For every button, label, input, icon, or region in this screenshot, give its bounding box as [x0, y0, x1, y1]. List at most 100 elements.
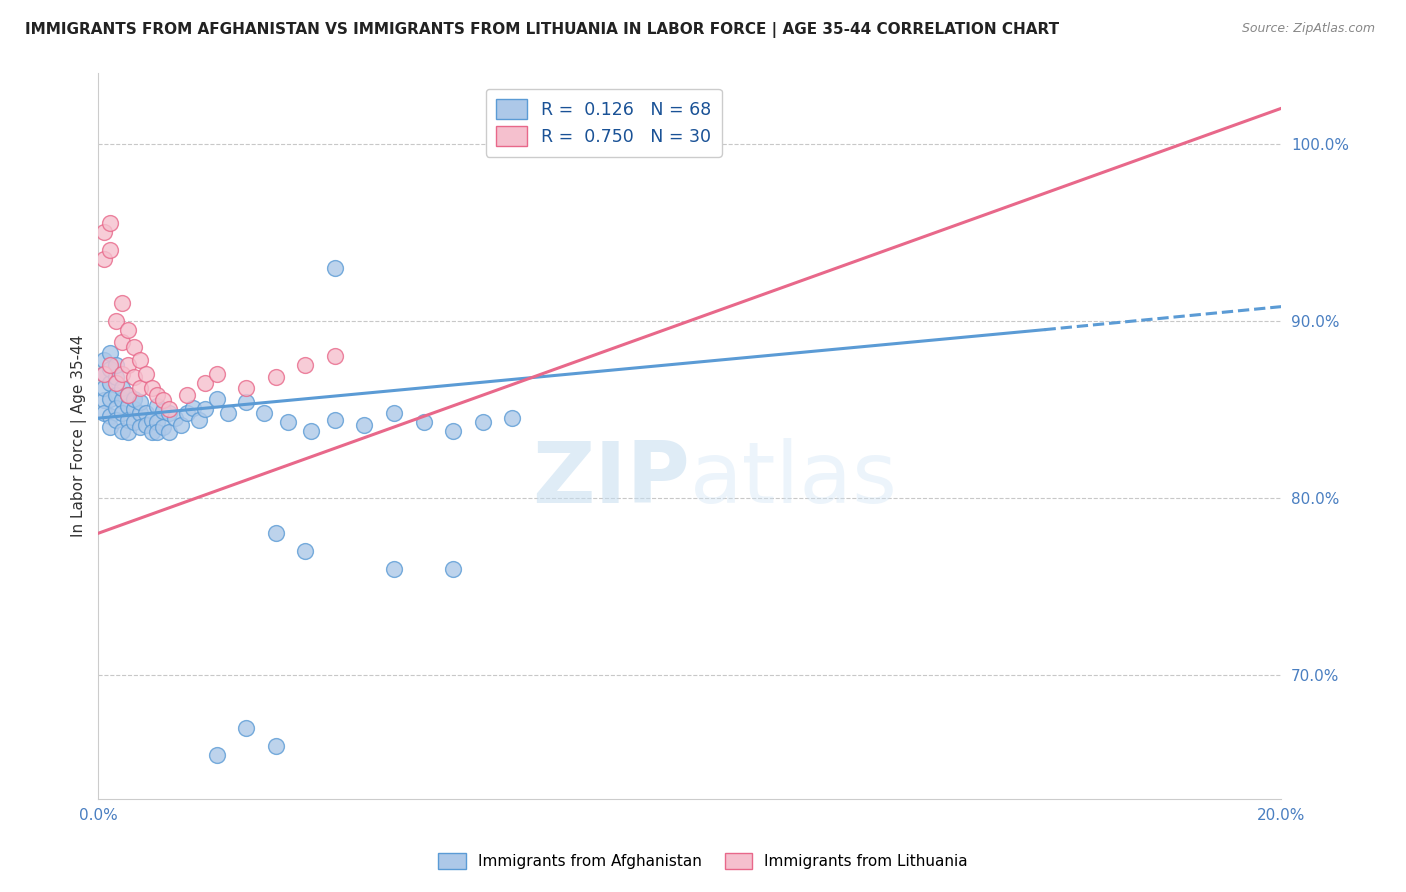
- Point: [105, 401, 128, 415]
- Point: [471, 415, 494, 429]
- Point: [98, 420, 121, 434]
- Point: [382, 561, 405, 575]
- Point: [181, 401, 204, 415]
- Point: [111, 424, 134, 438]
- Point: [146, 425, 169, 440]
- Point: [117, 358, 139, 372]
- Point: [205, 747, 228, 762]
- Point: [128, 420, 150, 434]
- Point: [105, 388, 128, 402]
- Point: [277, 415, 299, 429]
- Point: [122, 370, 145, 384]
- Point: [135, 367, 157, 381]
- Point: [98, 217, 121, 231]
- Text: Source: ZipAtlas.com: Source: ZipAtlas.com: [1241, 22, 1375, 36]
- Point: [152, 393, 174, 408]
- Point: [98, 361, 121, 376]
- Point: [187, 413, 209, 427]
- Point: [111, 296, 134, 310]
- Point: [128, 381, 150, 395]
- Point: [235, 381, 257, 395]
- Point: [412, 415, 434, 429]
- Point: [299, 424, 322, 438]
- Point: [441, 424, 464, 438]
- Point: [122, 340, 145, 354]
- Point: [141, 425, 163, 440]
- Point: [111, 367, 134, 381]
- Point: [128, 406, 150, 420]
- Point: [93, 225, 115, 239]
- Point: [146, 388, 169, 402]
- Point: [382, 406, 405, 420]
- Point: [93, 352, 115, 367]
- Point: [157, 402, 180, 417]
- Point: [157, 425, 180, 440]
- Point: [205, 367, 228, 381]
- Point: [117, 388, 139, 402]
- Point: [98, 392, 121, 406]
- Point: [122, 402, 145, 417]
- Text: atlas: atlas: [690, 438, 897, 521]
- Point: [205, 392, 228, 406]
- Point: [98, 243, 121, 257]
- Point: [217, 406, 239, 420]
- Point: [117, 388, 139, 402]
- Point: [105, 314, 128, 328]
- Point: [111, 406, 134, 420]
- Point: [98, 409, 121, 424]
- Point: [128, 395, 150, 409]
- Point: [235, 721, 257, 735]
- Point: [93, 367, 115, 381]
- Point: [98, 358, 121, 372]
- Point: [111, 393, 134, 408]
- Point: [111, 334, 134, 349]
- Point: [117, 399, 139, 413]
- Point: [93, 381, 115, 395]
- Point: [264, 526, 287, 541]
- Point: [165, 411, 187, 425]
- Point: [93, 252, 115, 266]
- Point: [98, 345, 121, 359]
- Point: [122, 392, 145, 406]
- Point: [105, 358, 128, 372]
- Point: [264, 739, 287, 753]
- Point: [117, 425, 139, 440]
- Point: [135, 406, 157, 420]
- Point: [323, 260, 346, 275]
- Point: [152, 404, 174, 418]
- Point: [294, 544, 316, 558]
- Point: [122, 415, 145, 429]
- Point: [194, 376, 217, 390]
- Legend: Immigrants from Afghanistan, Immigrants from Lithuania: Immigrants from Afghanistan, Immigrants …: [432, 847, 974, 875]
- Text: IMMIGRANTS FROM AFGHANISTAN VS IMMIGRANTS FROM LITHUANIA IN LABOR FORCE | AGE 35: IMMIGRANTS FROM AFGHANISTAN VS IMMIGRANT…: [25, 22, 1060, 38]
- Text: ZIP: ZIP: [531, 438, 690, 521]
- Point: [98, 376, 121, 390]
- Point: [105, 376, 128, 390]
- Point: [323, 413, 346, 427]
- Point: [117, 413, 139, 427]
- Point: [194, 402, 217, 417]
- Point: [141, 413, 163, 427]
- Point: [105, 413, 128, 427]
- Point: [111, 381, 134, 395]
- Point: [105, 370, 128, 384]
- Point: [170, 418, 193, 433]
- Point: [128, 352, 150, 367]
- Point: [176, 388, 198, 402]
- Point: [93, 367, 115, 381]
- Point: [157, 406, 180, 420]
- Point: [176, 406, 198, 420]
- Point: [501, 411, 523, 425]
- Point: [141, 381, 163, 395]
- Point: [146, 415, 169, 429]
- Point: [353, 418, 375, 433]
- Point: [323, 349, 346, 363]
- Point: [441, 561, 464, 575]
- Y-axis label: In Labor Force | Age 35-44: In Labor Force | Age 35-44: [72, 334, 87, 537]
- Point: [93, 406, 115, 420]
- Point: [146, 399, 169, 413]
- Point: [117, 323, 139, 337]
- Point: [264, 370, 287, 384]
- Legend: R =  0.126   N = 68, R =  0.750   N = 30: R = 0.126 N = 68, R = 0.750 N = 30: [485, 89, 721, 157]
- Point: [93, 393, 115, 408]
